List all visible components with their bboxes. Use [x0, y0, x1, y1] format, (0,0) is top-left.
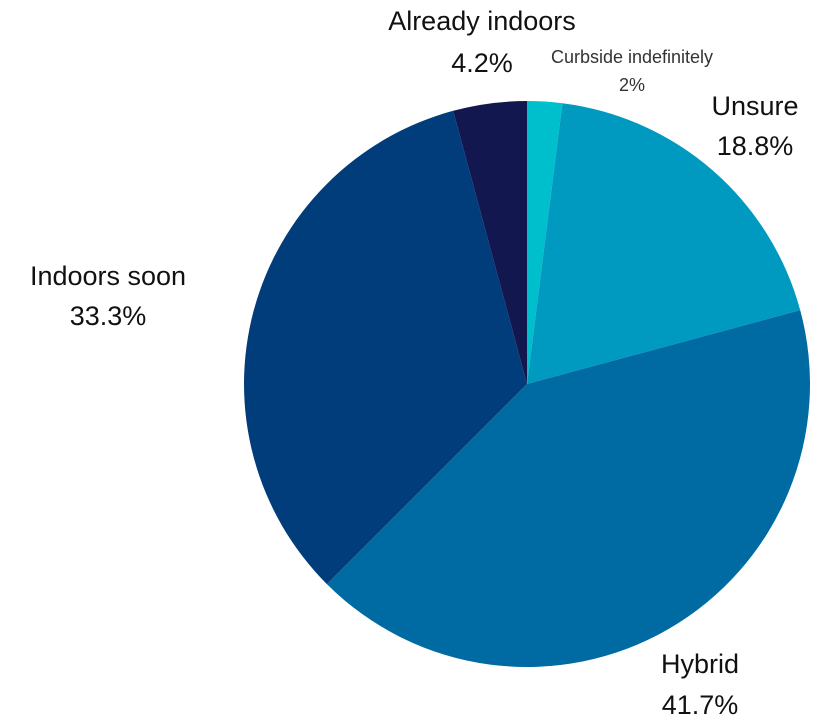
- slice-label-hybrid: Hybrid: [661, 649, 739, 679]
- pie-slice-curbside-indefinitely: [527, 101, 563, 384]
- slice-label-already-indoors: Already indoors: [388, 6, 576, 36]
- slice-value-unsure: 18.8%: [717, 131, 794, 161]
- slice-labels: Curbside indefinitely 2% Unsure 18.8% Hybrid…: [30, 6, 799, 720]
- pie-slice-unsure: [527, 103, 801, 384]
- slice-label-indoors-soon: Indoors soon: [30, 261, 186, 291]
- slice-value-indoors-soon: 33.3%: [70, 301, 147, 331]
- pie-slice-hybrid: [326, 310, 810, 667]
- slice-value-curbside-indefinitely: 2%: [619, 75, 645, 95]
- slice-value-already-indoors: 4.2%: [451, 48, 513, 78]
- slice-label-curbside-indefinitely: Curbside indefinitely: [551, 47, 713, 67]
- slice-label-unsure: Unsure: [711, 91, 798, 121]
- pie-slices: [244, 101, 810, 667]
- pie-slice-indoors-soon: [244, 110, 527, 585]
- pie-slice-already-indoors: [453, 101, 527, 384]
- slice-value-hybrid: 41.7%: [662, 690, 739, 720]
